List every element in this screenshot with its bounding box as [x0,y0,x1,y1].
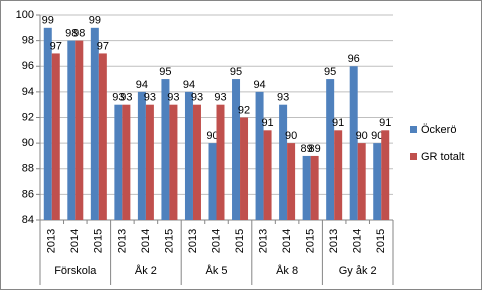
legend-swatch [410,126,417,133]
data-label: 98 [73,28,85,40]
bar [192,104,201,220]
group-label: Åk 8 [276,264,298,277]
bar [114,104,123,220]
data-label: 99 [89,15,101,27]
bar [90,27,99,220]
bar [43,27,52,220]
data-label: 94 [253,79,265,91]
y-tick-label: 96 [22,60,34,72]
bar [137,91,146,220]
data-label: 90 [356,130,368,142]
data-label: 97 [50,40,62,52]
y-tick-label: 94 [22,86,34,98]
data-label: 99 [42,15,54,27]
data-label: 95 [230,66,242,78]
bar [263,130,272,220]
data-label: 94 [183,79,195,91]
group-label: Åk 2 [135,264,157,277]
data-label: 93 [112,92,124,104]
y-tick-label: 86 [22,188,34,200]
y-tick-label: 90 [22,137,34,149]
x-tick-label: 2015 [234,229,246,253]
bar [349,66,358,220]
x-tick-label: 2014 [69,229,81,253]
x-tick-label: 2014 [140,229,152,253]
x-tick-label: 2013 [116,229,128,253]
data-label: 94 [136,79,148,91]
group-label: Gy åk 2 [339,265,377,277]
x-tick-label: 2015 [375,229,387,253]
bar [381,130,390,220]
bar [75,40,84,220]
data-label: 98 [65,28,77,40]
bar [232,79,241,220]
data-label: 90 [371,130,383,142]
bar [161,79,170,220]
bar [326,79,335,220]
bar [302,155,311,220]
data-label: 93 [214,92,226,104]
bar [216,104,225,220]
y-tick-label: 84 [22,214,34,226]
data-label: 93 [144,92,156,104]
data-label: 93 [277,92,289,104]
bar [51,53,60,220]
bar [98,53,107,220]
x-tick-label: 2015 [93,229,105,253]
data-label: 90 [285,130,297,142]
bar [145,104,154,220]
bar [240,117,249,220]
data-label: 93 [167,92,179,104]
data-label: 90 [206,130,218,142]
y-tick-label: 100 [16,9,34,21]
x-tick-label: 2015 [305,229,317,253]
y-tick-label: 92 [22,111,34,123]
legend-label: Öckerö [421,124,456,136]
y-tick-label: 98 [22,35,34,47]
data-label: 91 [379,117,391,129]
data-label: 97 [97,40,109,52]
bar [310,155,319,220]
bar [122,104,131,220]
group-label: Förskola [54,265,97,277]
x-tick-label: 2013 [328,229,340,253]
bar [279,104,288,220]
x-tick-label: 2014 [210,229,222,253]
bar [169,104,178,220]
data-label: 93 [120,92,132,104]
bar [208,143,217,220]
data-label: 96 [348,53,360,65]
group-label: Åk 5 [205,264,227,277]
bar [67,40,76,220]
x-tick-label: 2013 [257,229,269,253]
x-tick-label: 2013 [46,229,58,253]
data-label: 89 [301,143,313,155]
bar [255,91,264,220]
legend-swatch [410,153,417,160]
data-label: 95 [324,66,336,78]
data-label: 91 [332,117,344,129]
bar [334,130,343,220]
bar [357,143,366,220]
bar [373,143,382,220]
data-label: 89 [309,143,321,155]
bar [184,91,193,220]
bar [287,143,296,220]
data-label: 95 [159,66,171,78]
x-tick-label: 2014 [281,229,293,253]
x-tick-label: 2015 [163,229,175,253]
data-label: 93 [191,92,203,104]
legend-label: GR totalt [421,151,464,163]
x-tick-label: 2014 [352,229,364,253]
x-tick-label: 2013 [187,229,199,253]
data-label: 92 [238,104,250,116]
y-tick-label: 88 [22,163,34,175]
data-label: 91 [261,117,273,129]
